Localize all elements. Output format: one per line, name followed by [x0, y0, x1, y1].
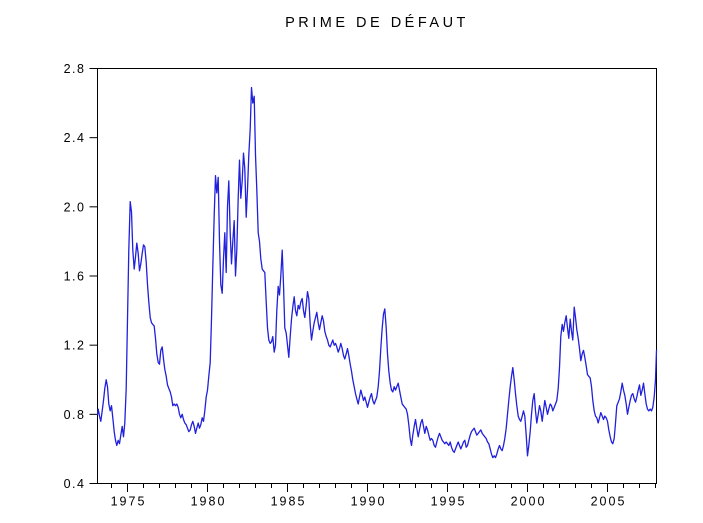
y-tick-label: 2.8 [64, 62, 86, 76]
y-axis: 0.4 0.8 1.2 1.6 2.0 2.4 2.8 [64, 62, 98, 491]
y-tick-label: 0.8 [64, 408, 86, 422]
x-tick-label: 2000 [511, 495, 547, 509]
y-tick-label: 2.4 [64, 131, 86, 145]
y-tick-label: 0.4 [64, 477, 86, 491]
x-tick-label: 2005 [591, 495, 627, 509]
x-axis: 1975 1980 1985 1990 1995 2000 2005 [111, 483, 656, 509]
x-tick-label: 1985 [271, 495, 307, 509]
x-tick-label: 1990 [351, 495, 387, 509]
plot-border [97, 68, 657, 484]
y-tick-label: 2.0 [64, 200, 86, 214]
series-line-prime-de-defaut [96, 86, 658, 459]
chart-title: PRIME DE DÉFAUT [285, 14, 469, 31]
x-tick-label: 1980 [191, 495, 227, 509]
x-tick-label: 1995 [431, 495, 467, 509]
y-tick-label: 1.6 [64, 270, 86, 284]
x-tick-label: 1975 [111, 495, 147, 509]
y-tick-label: 1.2 [64, 339, 86, 353]
